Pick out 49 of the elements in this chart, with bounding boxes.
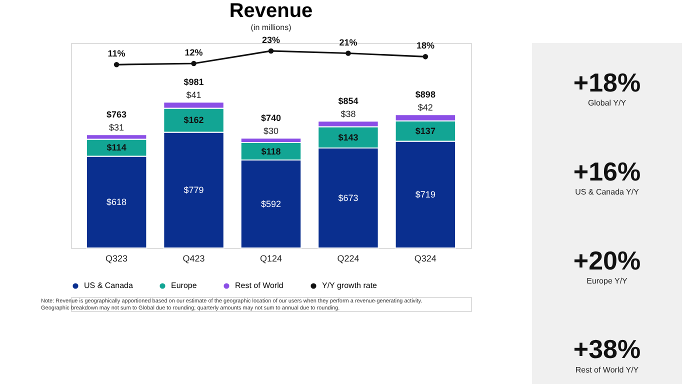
data-label: $143 (338, 132, 358, 142)
text: +38% (573, 334, 641, 364)
text: US & Canada Y/Y (575, 188, 640, 197)
data-label: $30 (263, 126, 279, 136)
data-label: 21% (339, 37, 358, 48)
point (191, 60, 196, 66)
text: Global Y/Y (588, 98, 627, 108)
chart-title: Revenue (229, 0, 313, 22)
point (268, 48, 274, 54)
data-label: 12% (184, 48, 203, 58)
chart-subtitle: (in millions) (250, 22, 292, 32)
data-label: $118 (261, 146, 281, 156)
data-label: $719 (415, 190, 436, 200)
text: Europe Y/Y (586, 276, 628, 286)
total-label: $981 (184, 77, 204, 88)
data-label: $41 (186, 90, 202, 100)
x-tick-label: Q224 (337, 254, 360, 264)
total-label: $740 (260, 113, 282, 124)
legend-label: Y/Y growth rate (322, 280, 378, 290)
text: Rest of World Y/Y (575, 365, 640, 374)
x-tick-label: Q324 (414, 254, 436, 264)
data-label: $779 (184, 185, 204, 196)
data-label: $137 (415, 126, 436, 136)
data-label: $114 (106, 142, 126, 153)
legend-label: Rest of World (235, 280, 284, 290)
data-label: $618 (106, 197, 127, 208)
data-label: 18% (416, 40, 434, 51)
x-tick-label: Q423 (182, 254, 205, 264)
text: +18% (573, 67, 641, 98)
data-label: $38 (340, 109, 356, 120)
x-tick-label: Q323 (106, 254, 128, 264)
text: +20% (573, 245, 641, 276)
x-tick-label: Q124 (260, 254, 282, 264)
point (346, 50, 351, 56)
total-label: $763 (106, 110, 127, 120)
legend-label: US & Canada (84, 280, 134, 290)
point (114, 62, 120, 68)
total-label: $854 (338, 96, 358, 106)
data-label: $42 (418, 102, 433, 113)
point (422, 54, 428, 60)
total-label: $898 (415, 90, 436, 100)
data-label: $592 (260, 199, 282, 210)
data-label: $31 (109, 122, 124, 133)
data-label: $673 (338, 193, 358, 204)
data-label: 23% (262, 34, 280, 45)
data-label: 11% (108, 48, 126, 59)
legend-label: Europe (171, 280, 198, 290)
data-label: $162 (184, 115, 204, 126)
text: +16% (573, 156, 641, 186)
